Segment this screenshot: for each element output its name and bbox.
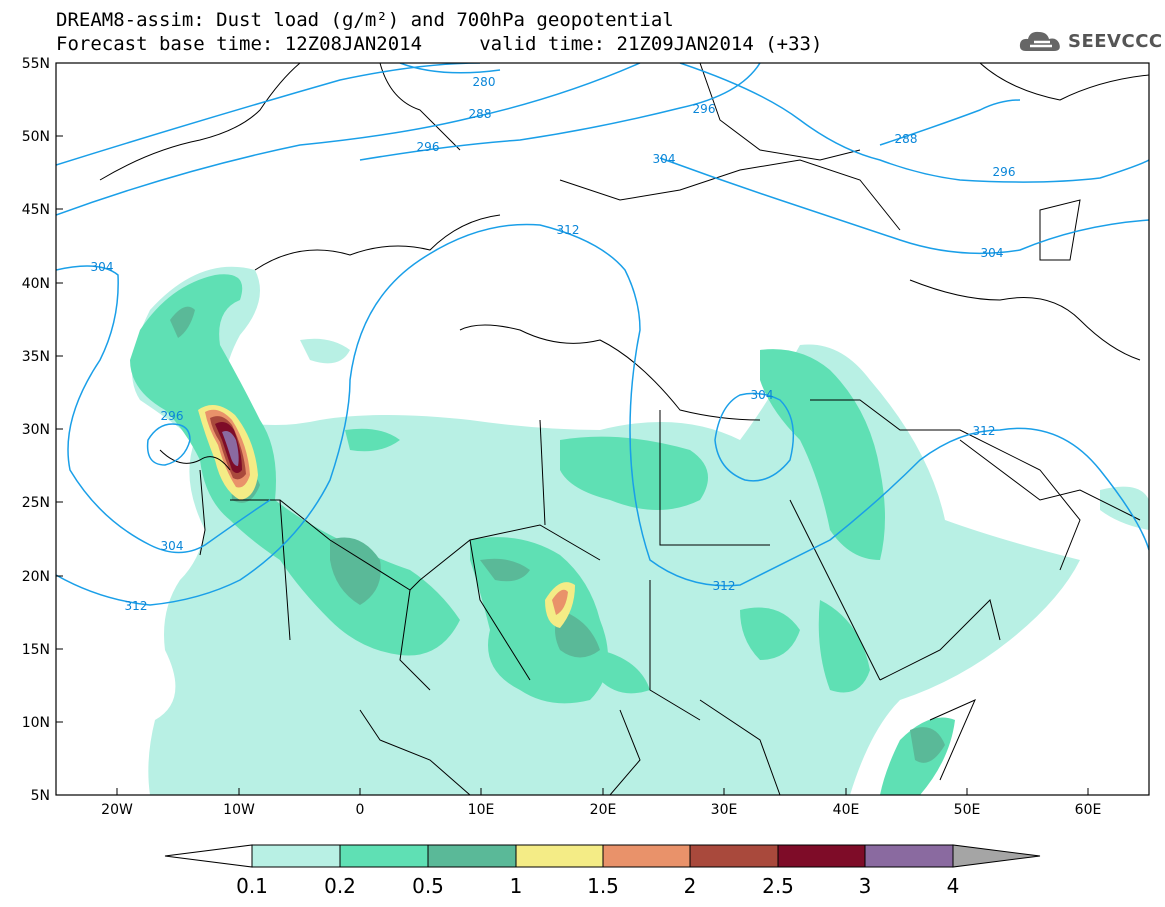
lat-label: 10N bbox=[22, 715, 50, 731]
lon-label: 10E bbox=[468, 802, 495, 818]
lat-label: 15N bbox=[22, 642, 50, 658]
colorbar-swatch bbox=[427, 844, 517, 868]
boundaries bbox=[99, 63, 1149, 795]
colorbar-label: 4 bbox=[947, 874, 960, 898]
contour-label: 304 bbox=[91, 260, 114, 274]
contour-label: 304 bbox=[161, 539, 184, 553]
lon-label: 0 bbox=[356, 802, 365, 818]
forecast-times: Forecast base time: 12Z08JAN2014 valid t… bbox=[56, 33, 823, 55]
lat-label: 45N bbox=[22, 202, 50, 218]
colorbar-swatch bbox=[689, 844, 779, 868]
lat-label: 40N bbox=[22, 276, 50, 292]
geopotential-contours bbox=[56, 63, 1149, 606]
colorbar-swatch bbox=[251, 844, 341, 868]
colorbar-swatch bbox=[515, 844, 604, 868]
dust-max bbox=[215, 422, 242, 473]
colorbar-swatch bbox=[602, 844, 691, 868]
map-plot-area: 280 288 296 304 312 296 288 304 296 304 … bbox=[56, 63, 1149, 795]
colorbar-label: 2 bbox=[684, 874, 697, 898]
lat-label: 30N bbox=[22, 422, 50, 438]
contour-label: 296 bbox=[993, 165, 1016, 179]
lat-label: 25N bbox=[22, 495, 50, 511]
contour-label: 304 bbox=[653, 152, 676, 166]
contour-label: 312 bbox=[713, 579, 736, 593]
colorbar-label: 0.5 bbox=[412, 874, 444, 898]
lat-label: 55N bbox=[22, 56, 50, 72]
colorbar-label: 3 bbox=[859, 874, 872, 898]
colorbar-swatch bbox=[777, 844, 866, 868]
dust-dark-green bbox=[170, 306, 945, 763]
colorbar-label: 1.5 bbox=[587, 874, 619, 898]
colorbar-swatch bbox=[339, 844, 429, 868]
lon-axis bbox=[116, 788, 1089, 795]
contour-label: 312 bbox=[973, 424, 996, 438]
lat-label: 20N bbox=[22, 569, 50, 585]
contour-label: 296 bbox=[417, 140, 440, 154]
lon-label: 50E bbox=[954, 802, 981, 818]
colorbar-swatch bbox=[864, 844, 954, 868]
contour-labels: 280 288 296 304 312 296 288 304 296 304 … bbox=[91, 75, 1016, 613]
lat-label: 50N bbox=[22, 129, 50, 145]
contour-label: 312 bbox=[557, 223, 580, 237]
seevccc-logo: SEEVCCC bbox=[1018, 26, 1163, 56]
lon-label: 40E bbox=[833, 802, 860, 818]
lon-label: 20W bbox=[101, 802, 133, 818]
contour-label: 296 bbox=[161, 409, 184, 423]
colorbar-label: 1 bbox=[510, 874, 523, 898]
lat-axis bbox=[56, 62, 63, 723]
contour-label: 280 bbox=[473, 75, 496, 89]
lon-label: 10W bbox=[223, 802, 255, 818]
lat-label: 5N bbox=[31, 788, 50, 804]
colorbar-label: 0.2 bbox=[324, 874, 356, 898]
contour-label: 296 bbox=[693, 102, 716, 116]
lon-label: 60E bbox=[1075, 802, 1102, 818]
contour-label: 304 bbox=[751, 388, 774, 402]
chart-title: DREAM8-assim: Dust load (g/m²) and 700hP… bbox=[56, 9, 674, 31]
contour-label: 304 bbox=[981, 246, 1004, 260]
contour-label: 312 bbox=[125, 599, 148, 613]
cloud-logo-icon bbox=[1019, 31, 1060, 51]
colorbar bbox=[164, 844, 1041, 868]
colorbar-arrow-high bbox=[952, 844, 1041, 868]
lon-label: 30E bbox=[711, 802, 738, 818]
contour-label: 288 bbox=[469, 107, 492, 121]
colorbar-label: 2.5 bbox=[762, 874, 794, 898]
lon-label: 20E bbox=[590, 802, 617, 818]
logo-text: SEEVCCC bbox=[1068, 30, 1163, 52]
colorbar-arrow-low bbox=[164, 844, 253, 868]
contour-label: 288 bbox=[895, 132, 918, 146]
lat-label: 35N bbox=[22, 349, 50, 365]
colorbar-label: 0.1 bbox=[236, 874, 268, 898]
